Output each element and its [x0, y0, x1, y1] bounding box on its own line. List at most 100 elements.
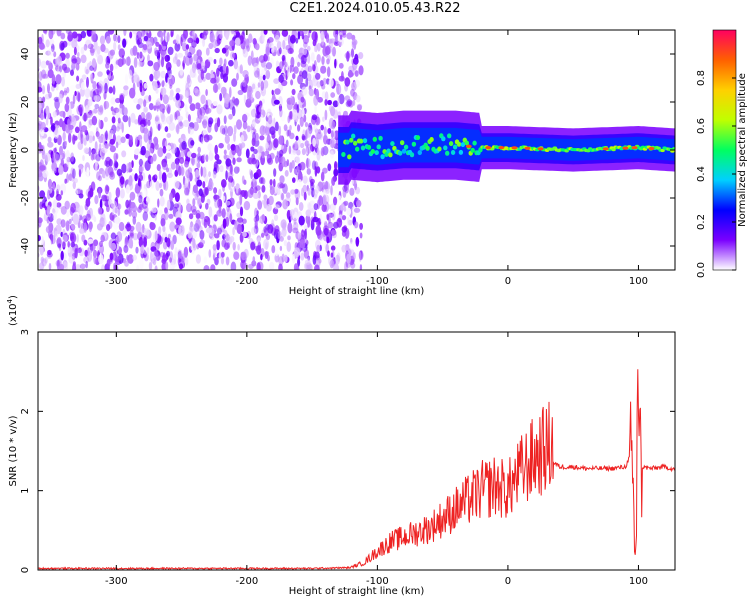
noise-cell: [348, 242, 355, 251]
noise-cell: [330, 106, 336, 117]
noise-cell: [208, 227, 215, 237]
noise-cell: [45, 50, 51, 56]
noise-cell: [352, 252, 356, 261]
noise-cell: [359, 222, 363, 230]
signal-cell: [400, 140, 405, 146]
noise-cell: [293, 263, 299, 270]
noise-cell: [189, 103, 196, 111]
noise-cell: [42, 169, 49, 178]
noise-cell: [32, 186, 38, 191]
noise-cell: [169, 75, 175, 86]
noise-cell: [38, 217, 43, 224]
noise-cell: [295, 156, 301, 164]
noise-cell: [221, 127, 226, 135]
noise-cell: [323, 225, 329, 235]
noise-cell: [106, 258, 111, 268]
noise-cell: [329, 38, 336, 44]
noise-cell: [304, 263, 307, 270]
noise-cell: [225, 170, 228, 181]
noise-cell: [326, 214, 330, 221]
noise-cell: [264, 251, 270, 257]
noise-cell: [283, 124, 288, 132]
noise-cell: [316, 42, 321, 52]
noise-cell: [182, 39, 187, 51]
noise-cell: [202, 37, 206, 47]
noise-cell: [154, 213, 157, 221]
noise-cell: [119, 93, 125, 101]
noise-cell: [333, 263, 340, 270]
noise-cell: [260, 232, 265, 238]
noise-cell: [32, 191, 38, 197]
noise-cell: [282, 199, 289, 210]
noise-cell: [309, 30, 312, 34]
noise-cell: [72, 168, 76, 179]
noise-cell: [208, 206, 213, 218]
noise-cell: [289, 209, 295, 216]
noise-cell: [162, 225, 166, 232]
noise-cell: [253, 62, 259, 70]
noise-cell: [138, 195, 143, 204]
plot2-ytick-label: 2: [20, 408, 31, 414]
noise-cell: [89, 110, 94, 116]
noise-cell: [149, 179, 155, 189]
noise-cell: [307, 188, 311, 196]
noise-cell: [166, 172, 173, 179]
noise-cell: [270, 57, 274, 68]
noise-cell: [342, 185, 348, 192]
noise-cell: [239, 194, 243, 206]
noise-cell: [289, 124, 292, 131]
noise-cell: [223, 125, 228, 136]
noise-cell: [152, 250, 159, 261]
signal-cell: [450, 150, 456, 155]
noise-cell: [72, 213, 79, 225]
noise-cell: [171, 261, 178, 268]
noise-cell: [297, 258, 301, 267]
noise-cell: [246, 125, 251, 133]
noise-cell: [320, 215, 327, 224]
noise-cell: [282, 183, 288, 194]
noise-cell: [131, 210, 138, 219]
noise-cell: [313, 203, 319, 211]
noise-cell: [195, 213, 201, 219]
noise-cell: [307, 65, 313, 73]
noise-cell: [112, 219, 119, 230]
noise-cell: [40, 60, 47, 69]
noise-cell: [281, 54, 286, 62]
noise-cell: [147, 60, 154, 67]
noise-cell: [161, 50, 167, 57]
noise-cell: [85, 213, 91, 221]
noise-cell: [64, 140, 67, 147]
noise-cell: [291, 88, 296, 96]
noise-cell: [202, 154, 206, 162]
noise-cell: [70, 223, 76, 231]
noise-cell: [219, 93, 223, 102]
noise-cell: [135, 135, 138, 146]
noise-cell: [257, 82, 261, 88]
noise-cell: [344, 185, 349, 194]
noise-cell: [38, 96, 42, 103]
noise-cell: [250, 50, 254, 61]
noise-cell: [115, 97, 121, 104]
noise-cell: [72, 134, 76, 145]
noise-cell: [106, 205, 110, 213]
noise-cell: [315, 72, 321, 80]
noise-cell: [213, 187, 218, 194]
noise-cell: [125, 56, 131, 66]
noise-cell: [109, 49, 115, 56]
noise-cell: [303, 114, 307, 123]
noise-cell: [119, 189, 124, 201]
noise-cell: [310, 207, 316, 214]
noise-cell: [308, 122, 312, 131]
noise-cell: [294, 188, 299, 194]
noise-cell: [221, 208, 226, 219]
noise-cell: [157, 235, 163, 245]
noise-cell: [353, 79, 360, 88]
noise-cell: [42, 96, 46, 103]
signal-cell: [376, 144, 381, 150]
noise-cell: [271, 30, 277, 35]
noise-cell: [265, 142, 269, 149]
noise-cell: [179, 65, 184, 76]
noise-cell: [212, 244, 217, 251]
noise-cell: [50, 124, 56, 132]
noise-cell: [180, 166, 185, 176]
